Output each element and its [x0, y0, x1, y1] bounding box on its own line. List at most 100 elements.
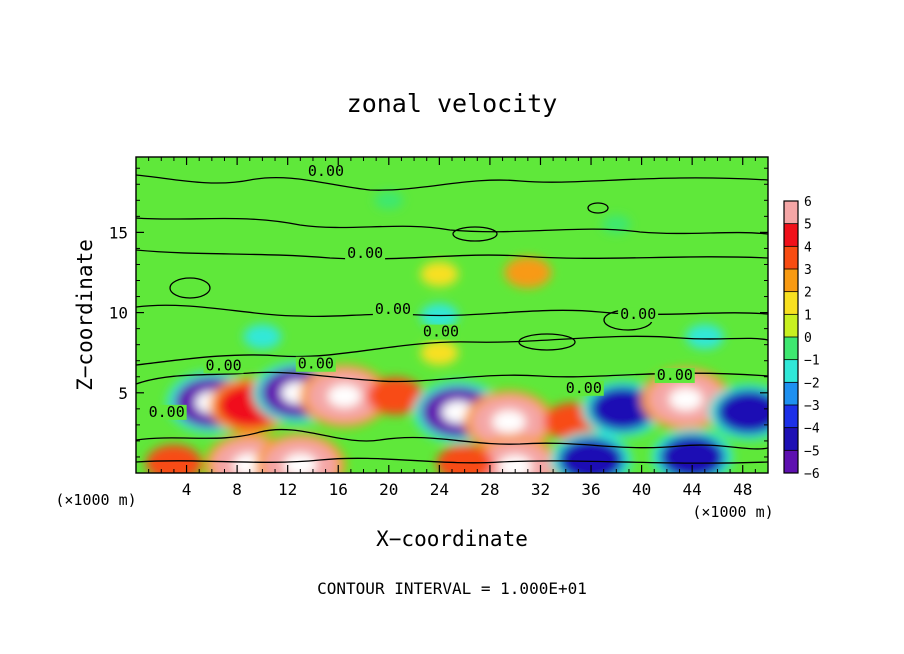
contour-line [136, 371, 768, 385]
contour-label-bg [305, 164, 346, 180]
colorbar-label: 4 [804, 240, 812, 255]
colorbar-label: −2 [804, 376, 820, 391]
colorbar-label: 6 [804, 195, 812, 210]
heatmap-blob-core [669, 387, 703, 411]
contour-line [136, 249, 768, 260]
contour-label: 0.00 [149, 403, 185, 421]
contour-line [136, 335, 768, 366]
colorbar-segment [784, 450, 798, 474]
contour-label: 0.00 [347, 244, 383, 262]
x-tick-label: 40 [632, 480, 651, 499]
x-tick-label: 36 [581, 480, 600, 499]
contour-label-bg [654, 367, 695, 383]
colorbar-segment [784, 223, 798, 247]
contour-label: 0.00 [206, 356, 242, 374]
plot-area [136, 157, 768, 473]
colorbar-segment [784, 337, 798, 361]
x-tick-label: 4 [182, 480, 192, 499]
colorbar: 6 5 4 3 2 1 0 −1 −2 −3 −4 −5 −6 [783, 195, 820, 482]
x-unit-right: (×1000 m) [692, 503, 773, 521]
x-axis-ticks: 4 8 12 16 20 24 28 32 36 40 44 48 [148, 157, 756, 499]
y-tick-label: 15 [109, 223, 128, 242]
heatmap-blob [420, 340, 459, 366]
x-tick-label: 24 [430, 480, 449, 499]
contour-line [136, 174, 768, 191]
colorbar-segment [784, 201, 798, 225]
colorbar-label: 5 [804, 218, 812, 233]
contour-label-bg [146, 404, 187, 420]
heatmap-blob-core [492, 410, 526, 434]
colorbar-label: −5 [804, 444, 820, 459]
contour-label: 0.00 [657, 366, 693, 384]
heatmap-blob-core [498, 455, 532, 473]
heatmap-blob-core [283, 453, 317, 473]
contour-labels: 0.00 0.00 0.00 0.00 0.00 0.00 0.00 0.00 0.00 0.00 [146, 162, 695, 421]
contour-label-bg [420, 324, 461, 340]
x-tick-label: 32 [531, 480, 550, 499]
x-unit-left: (×1000 m) [55, 491, 136, 509]
contour-label: 0.00 [423, 323, 459, 341]
contour-line [169, 277, 211, 299]
contour-label-bg [345, 246, 386, 262]
y-tick-label: 10 [109, 304, 128, 323]
colorbar-label: 0 [804, 331, 812, 346]
colorbar-segment [784, 427, 798, 451]
contour-label: 0.00 [375, 300, 411, 318]
y-axis-ticks: 5 10 15 [109, 167, 768, 458]
x-tick-label: 12 [278, 480, 297, 499]
contour-label-bg [203, 358, 244, 374]
x-tick-label: 48 [733, 480, 752, 499]
heatmap-blob [243, 324, 282, 350]
colorbar-segment [784, 405, 798, 429]
heatmap-blob [504, 256, 552, 289]
heatmap-blob [420, 261, 459, 287]
x-tick-label: 16 [329, 480, 348, 499]
colorbar-label: −3 [804, 399, 820, 414]
colorbar-label: −4 [804, 422, 820, 437]
x-tick-label: 8 [232, 480, 242, 499]
contour-label: 0.00 [566, 379, 602, 397]
heatmap-blob [590, 386, 656, 431]
contour-label: 0.00 [298, 355, 334, 373]
x-tick-label: 28 [480, 480, 499, 499]
colorbar-segment [784, 382, 798, 406]
colorbar-segment [784, 269, 798, 293]
heatmap-blob [716, 390, 768, 435]
x-tick-label: 20 [379, 480, 398, 499]
contour-interval-footer: CONTOUR INTERVAL = 1.000E+01 [317, 579, 587, 598]
heatmap-blob [367, 377, 424, 415]
x-axis-label: X−coordinate [376, 527, 528, 551]
contour-line [136, 457, 768, 464]
colorbar-label: −1 [804, 354, 820, 369]
contour-label-bg [295, 356, 336, 372]
contour-line [587, 202, 609, 214]
x-tick-label: 44 [683, 480, 702, 499]
colorbar-label: 2 [804, 286, 812, 301]
contour-label-bg [618, 307, 659, 323]
contour-line [136, 428, 768, 450]
heatmap-blob-core [327, 384, 362, 408]
colorbar-label: −6 [804, 467, 820, 482]
contour-line [518, 333, 576, 351]
chart-title: zonal velocity [347, 89, 558, 118]
contour-line [136, 217, 768, 235]
colorbar-segment [784, 314, 798, 338]
y-tick-label: 5 [118, 384, 128, 403]
heatmap-blob [374, 191, 404, 210]
colorbar-segment [784, 291, 798, 315]
contour-label-bg [372, 302, 413, 318]
zero-contours [136, 174, 768, 464]
heatmap-blob [145, 444, 202, 473]
contour-line [452, 226, 498, 242]
contour-label: 0.00 [620, 305, 656, 323]
contour-label-bg [563, 380, 604, 396]
colorbar-label: 1 [804, 308, 812, 323]
heatmap-features [145, 191, 768, 473]
heatmap-blob [685, 324, 724, 350]
heatmap-blob [436, 444, 493, 473]
contour-label: 0.00 [308, 162, 344, 180]
colorbar-segment [784, 359, 798, 383]
y-axis-label: Z−coordinate [73, 239, 97, 391]
colorbar-label: 3 [804, 263, 812, 278]
